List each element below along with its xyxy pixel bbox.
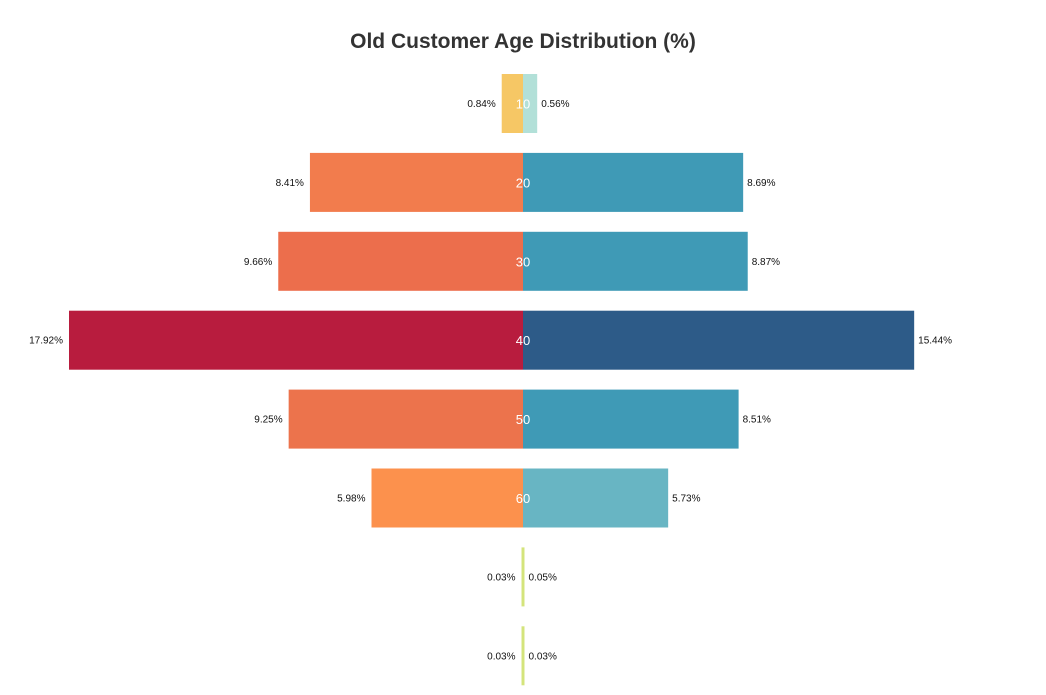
value-label-right-4: 8.51% bbox=[743, 415, 771, 426]
value-label-right-2: 8.87% bbox=[752, 257, 780, 268]
bar-right-4 bbox=[523, 389, 739, 449]
category-label-1: 20 bbox=[516, 175, 530, 190]
value-label-right-1: 8.69% bbox=[747, 178, 775, 189]
chart-title: Old Customer Age Distribution (%) bbox=[350, 30, 696, 53]
bar-left-4 bbox=[288, 389, 523, 449]
value-label-left-1: 8.41% bbox=[276, 178, 304, 189]
value-label-left-4: 9.25% bbox=[254, 415, 282, 426]
value-label-right-6: 0.05% bbox=[529, 572, 557, 583]
bar-right-1 bbox=[523, 152, 744, 212]
bar-right-5 bbox=[523, 468, 669, 528]
value-label-right-5: 5.73% bbox=[672, 494, 700, 505]
bar-left-1 bbox=[309, 152, 523, 212]
value-label-left-3: 17.92% bbox=[29, 336, 63, 347]
category-label-5: 60 bbox=[516, 491, 530, 506]
value-label-left-6: 0.03% bbox=[487, 572, 515, 583]
bar-right-3 bbox=[523, 310, 915, 370]
value-label-right-3: 15.44% bbox=[918, 336, 952, 347]
bar-left-6 bbox=[521, 547, 523, 607]
bar-left-2 bbox=[278, 231, 523, 291]
category-label-2: 30 bbox=[516, 254, 530, 269]
bar-left-5 bbox=[371, 468, 523, 528]
value-label-left-0: 0.84% bbox=[467, 99, 495, 110]
bar-right-6 bbox=[523, 547, 525, 607]
category-label-3: 40 bbox=[516, 333, 530, 348]
value-label-right-0: 0.56% bbox=[541, 99, 569, 110]
category-label-4: 50 bbox=[516, 412, 530, 427]
value-label-left-2: 9.66% bbox=[244, 257, 272, 268]
bar-left-7 bbox=[521, 626, 523, 686]
category-label-0: 10 bbox=[516, 97, 530, 112]
value-label-right-7: 0.03% bbox=[529, 651, 557, 662]
bar-right-7 bbox=[523, 626, 525, 686]
value-label-left-7: 0.03% bbox=[487, 651, 515, 662]
bar-left-0 bbox=[501, 74, 523, 133]
bar-right-2 bbox=[523, 231, 748, 291]
bar-left-3 bbox=[69, 310, 523, 370]
bar-right-0 bbox=[523, 74, 538, 133]
value-label-left-5: 5.98% bbox=[337, 494, 365, 505]
